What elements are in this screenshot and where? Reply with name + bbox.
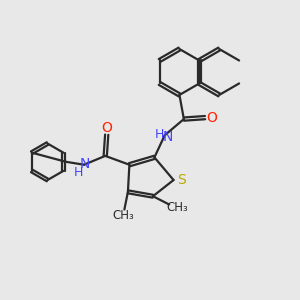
Text: H: H bbox=[154, 128, 164, 141]
Text: H: H bbox=[74, 166, 83, 178]
Text: O: O bbox=[101, 121, 112, 135]
Text: S: S bbox=[177, 173, 186, 187]
Text: N: N bbox=[163, 130, 173, 144]
Text: N: N bbox=[80, 158, 90, 171]
Text: CH₃: CH₃ bbox=[167, 201, 188, 214]
Text: O: O bbox=[206, 111, 217, 124]
Text: CH₃: CH₃ bbox=[112, 209, 134, 223]
